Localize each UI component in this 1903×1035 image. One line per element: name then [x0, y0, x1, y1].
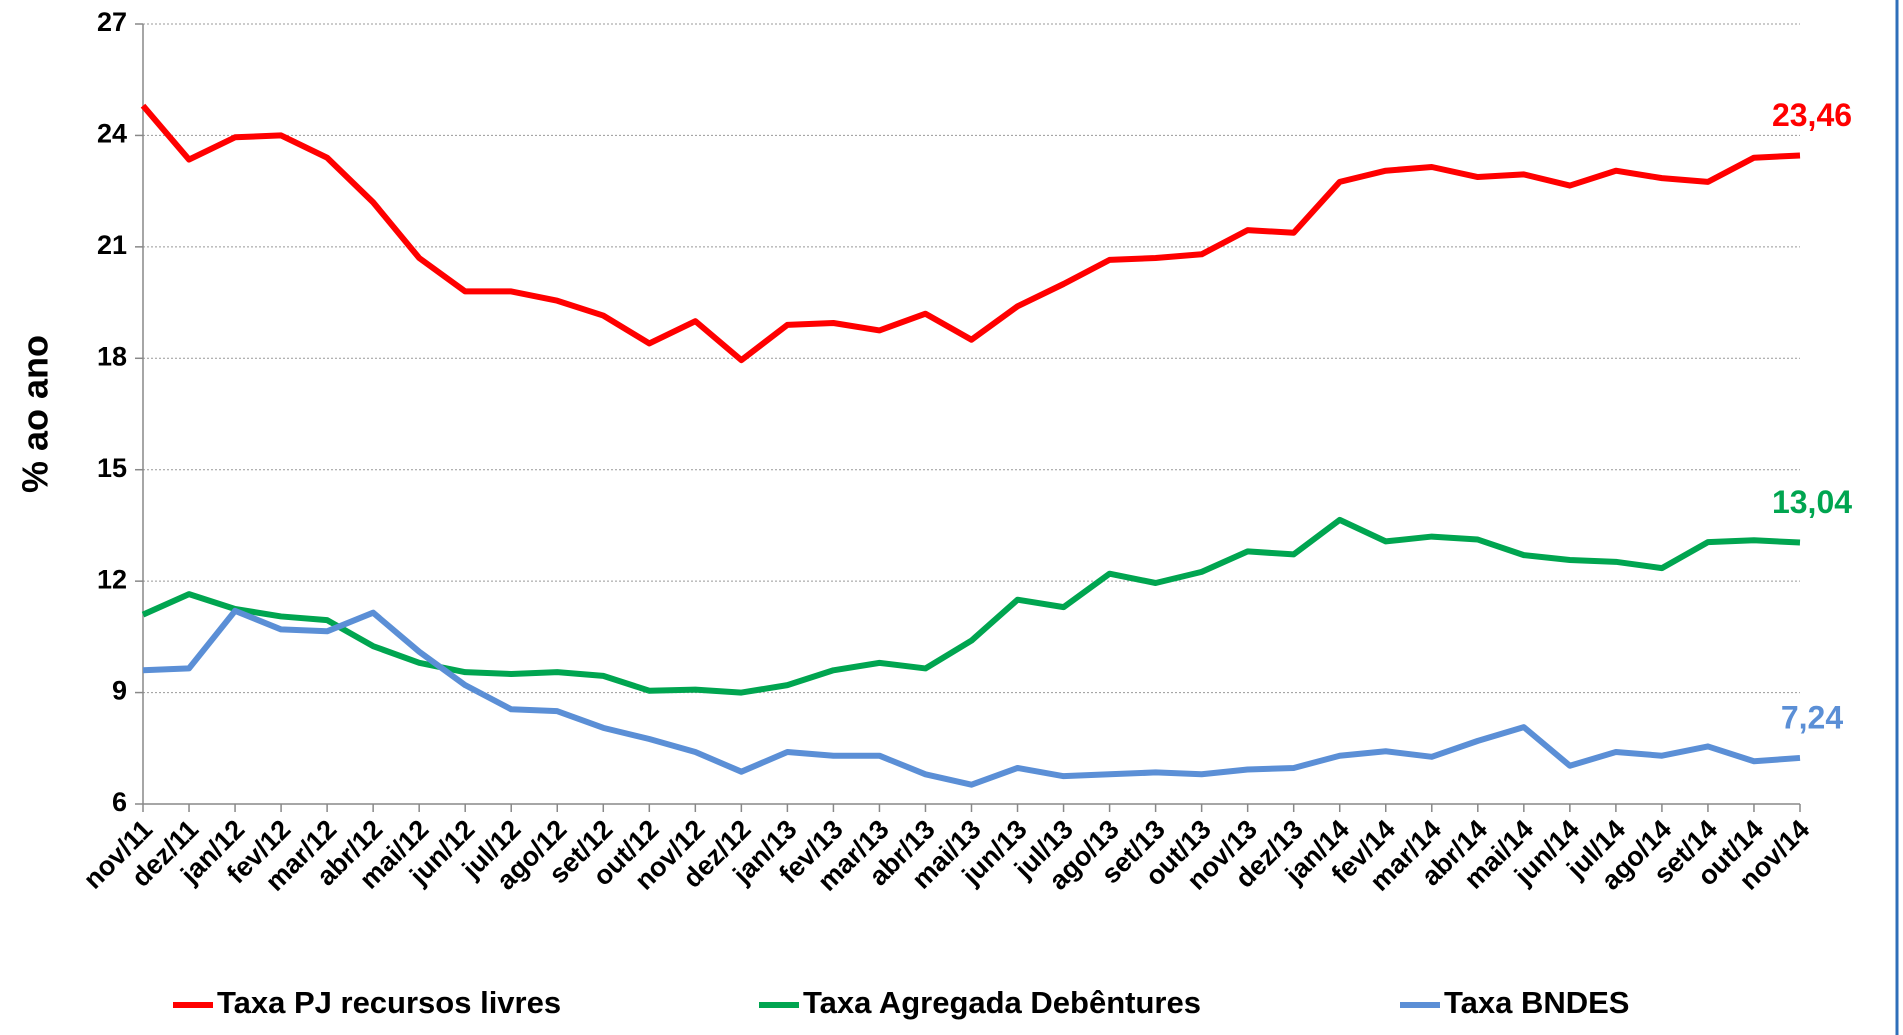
- y-tick-label: 15: [97, 453, 127, 483]
- y-axis-title: % ao ano: [15, 335, 56, 493]
- series-line: [142, 607, 1801, 788]
- value-label: 23,46: [1772, 97, 1852, 133]
- y-tick-label: 12: [97, 564, 127, 594]
- y-tick-label: 6: [112, 787, 127, 817]
- y-tick-label: 24: [97, 119, 127, 149]
- value-label: 7,24: [1781, 699, 1843, 735]
- y-tick-label: 18: [97, 341, 127, 371]
- y-tick-label: 21: [97, 230, 127, 260]
- y-tick-label: 27: [97, 7, 127, 37]
- series-line: [141, 516, 1801, 696]
- value-label: 13,04: [1772, 484, 1852, 520]
- legend-label: Taxa PJ recursos livres: [217, 985, 561, 1020]
- legend-label: Taxa BNDES: [1444, 985, 1630, 1020]
- legend-label: Taxa Agregada Debêntures: [803, 985, 1201, 1020]
- y-tick-label: 9: [112, 676, 127, 706]
- series-line: [140, 103, 1801, 364]
